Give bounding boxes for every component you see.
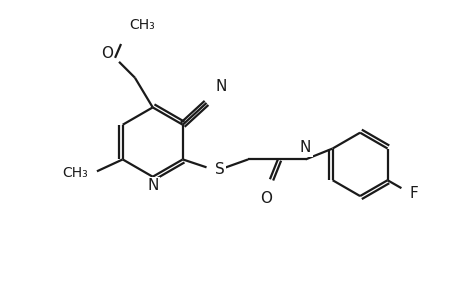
Text: N: N: [299, 140, 311, 155]
Text: O: O: [101, 46, 113, 62]
Text: H: H: [300, 140, 310, 154]
Text: CH₃: CH₃: [62, 166, 88, 180]
Text: S: S: [215, 162, 225, 177]
Text: CH₃: CH₃: [129, 18, 154, 32]
Text: O: O: [259, 191, 271, 206]
Text: N: N: [147, 178, 158, 193]
Text: F: F: [409, 186, 417, 201]
Text: N: N: [215, 79, 226, 94]
